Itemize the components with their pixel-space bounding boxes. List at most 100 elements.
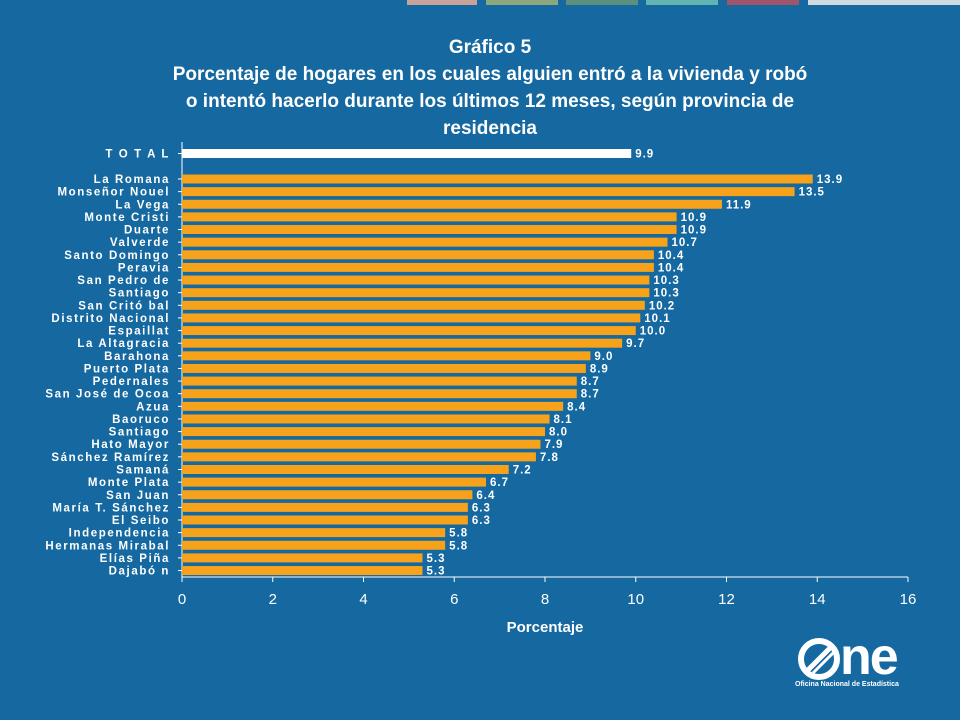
category-label: La Altagracia — [77, 338, 170, 350]
data-label: 5.8 — [449, 528, 468, 540]
category-label: La Romana — [94, 174, 170, 186]
bar — [182, 351, 591, 361]
bar — [182, 199, 722, 209]
category-label: San José de Ocoa — [45, 389, 170, 401]
title-line: residencia — [443, 118, 537, 139]
x-tick-label: 16 — [900, 591, 917, 608]
category-label: Monte Cristi — [84, 212, 170, 224]
logo-wordmark: ne — [840, 628, 899, 686]
data-label: 5.3 — [426, 566, 445, 578]
bar — [182, 363, 586, 373]
bar — [182, 414, 550, 424]
x-tick-label: 14 — [809, 591, 826, 608]
category-label: Barahona — [104, 351, 170, 363]
bar — [182, 174, 813, 184]
category-label: Pedernales — [93, 376, 170, 388]
category-label: Valverde — [110, 237, 170, 249]
data-label: 8.4 — [567, 401, 586, 413]
category-label: Santo Domingo — [64, 250, 170, 262]
strip-segment — [566, 0, 638, 5]
x-tick-label: 6 — [450, 591, 458, 608]
category-label: Independencia — [69, 528, 170, 540]
data-label: 10.3 — [653, 288, 679, 300]
data-label: 8.7 — [581, 376, 600, 388]
strip-segment — [486, 0, 558, 5]
data-label: 7.9 — [544, 439, 563, 451]
category-label: Monte Plata — [88, 477, 170, 489]
x-tick-label: 12 — [718, 591, 735, 608]
category-label: Duarte — [124, 225, 170, 237]
bar — [182, 439, 541, 449]
chart-axes: 0 2 4 6 8 10 12 14 16 — [178, 142, 917, 608]
strip-segment — [727, 0, 799, 5]
data-label: 8.1 — [554, 414, 573, 426]
title-line: o intentó hacerlo durante los últimos 12… — [185, 91, 795, 112]
data-label: 13.9 — [817, 174, 843, 186]
data-label: 10.0 — [640, 326, 666, 338]
x-tick-label: 0 — [178, 591, 186, 608]
data-label: 10.9 — [681, 212, 707, 224]
category-label: Dajabó n — [109, 566, 170, 578]
data-label: 10.2 — [649, 300, 675, 312]
data-label: 10.4 — [658, 250, 684, 262]
category-label: El Seibo — [112, 515, 170, 527]
x-tick-label: 2 — [269, 591, 277, 608]
x-tick-label: 4 — [359, 591, 367, 608]
bar — [182, 490, 473, 500]
data-label: 10.1 — [644, 313, 670, 325]
data-label: 8.9 — [590, 363, 609, 375]
bar — [182, 212, 677, 222]
total-bar — [182, 149, 632, 158]
bar — [182, 566, 423, 576]
data-label: 9.0 — [594, 351, 613, 363]
data-label: 11.9 — [726, 199, 752, 211]
bar — [182, 288, 650, 298]
bar — [182, 401, 564, 411]
data-label: 10.4 — [658, 262, 684, 274]
category-label: Hermanas Mirabal — [45, 540, 170, 552]
data-label: 6.4 — [476, 490, 495, 502]
category-label: San Juan — [106, 490, 170, 502]
category-label: Monseñor Nouel — [58, 187, 171, 199]
bar — [182, 250, 654, 260]
bar — [182, 275, 650, 285]
category-label: T O T A L — [105, 149, 170, 161]
title-line: Gráfico 5 — [448, 37, 532, 58]
bar — [182, 553, 423, 563]
bar — [182, 262, 654, 272]
bar — [182, 313, 641, 323]
category-label: Sánchez Ramírez — [51, 452, 170, 464]
bar — [182, 528, 446, 538]
top-color-strip — [0, 0, 960, 6]
data-label: 13.5 — [799, 187, 825, 199]
x-tick-label: 8 — [541, 591, 549, 608]
bar — [182, 540, 446, 550]
category-label: Samaná — [116, 464, 170, 476]
logo-mark-icon — [798, 638, 840, 680]
data-label: 6.7 — [490, 477, 509, 489]
bar — [182, 452, 536, 462]
x-axis-label: Porcentaje — [506, 619, 584, 636]
bar — [182, 502, 468, 512]
bar — [182, 427, 545, 437]
category-label: María T. Sánchez — [52, 502, 170, 514]
data-label: 5.3 — [426, 553, 445, 565]
chart-labels: T O T A L 9.9 La Romana 13.9 Monseñor Nouel 1… — [45, 149, 843, 578]
category-label: Elías Piña — [100, 553, 170, 565]
category-label: San Pedro de — [77, 275, 170, 287]
data-label: 5.8 — [449, 540, 468, 552]
data-label: 9.9 — [635, 149, 654, 161]
data-label: 10.9 — [681, 225, 707, 237]
chart-bars — [182, 149, 813, 576]
bar — [182, 389, 577, 399]
data-label: 8.7 — [581, 389, 600, 401]
data-label: 6.3 — [472, 515, 491, 527]
category-label: Santiago — [109, 427, 170, 439]
category-label: Azua — [136, 401, 170, 413]
one-logo: ne Oficina Nacional de Estadística — [795, 628, 917, 693]
category-label: Hato Mayor — [91, 439, 170, 451]
strip-segment — [0, 0, 400, 5]
bar — [182, 225, 677, 235]
data-label: 7.2 — [513, 464, 532, 476]
